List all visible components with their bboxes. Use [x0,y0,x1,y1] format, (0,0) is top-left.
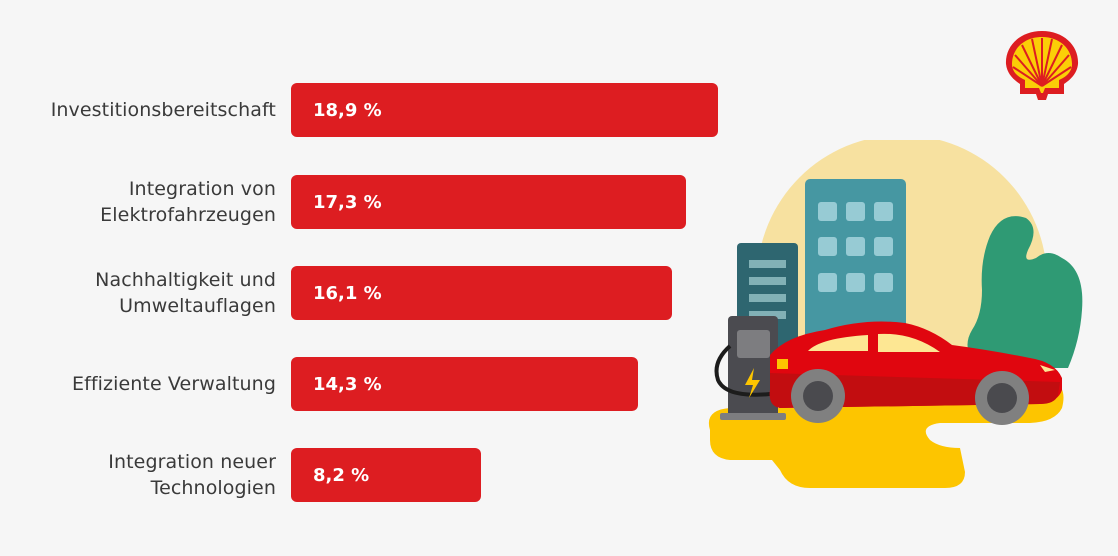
bar-value-label: 14,3 % [313,373,382,395]
ground-shape [708,380,1064,488]
lightning-icon [745,368,760,398]
category-label: Integration neuer Technologien [108,451,276,499]
chart-row: Effiziente Verwaltung 14,3 % [0,357,740,411]
bar-value-label: 18,9 % [313,99,382,121]
shell-logo-icon [1005,31,1079,100]
electric-car-illustration [708,140,1083,488]
category-label: Effiziente Verwaltung [71,373,276,395]
chart-row: Nachhaltigkeit und Umweltauflagen 16,1 % [0,266,740,320]
category-label: Integration von Elektrofahrzeugen [100,178,276,226]
tree [967,216,1083,368]
category-label: Investitionsbereitschaft [50,99,276,121]
bar-value-label: 8,2 % [313,464,370,486]
category-label: Nachhaltigkeit und Umweltauflagen [95,269,276,317]
chart-row: Integration neuer Technologien 8,2 % [0,448,740,502]
bar-value-label: 17,3 % [313,191,382,213]
bar: 14,3 % [291,357,638,411]
chart-row: Investitionsbereitschaft 18,9 % [0,83,740,137]
bar: 16,1 % [291,266,672,320]
bar: 8,2 % [291,448,481,502]
bar: 17,3 % [291,175,686,229]
chart-row: Integration von Elektrofahrzeugen 17,3 % [0,175,740,229]
bar-value-label: 16,1 % [313,282,382,304]
bar: 18,9 % [291,83,718,137]
